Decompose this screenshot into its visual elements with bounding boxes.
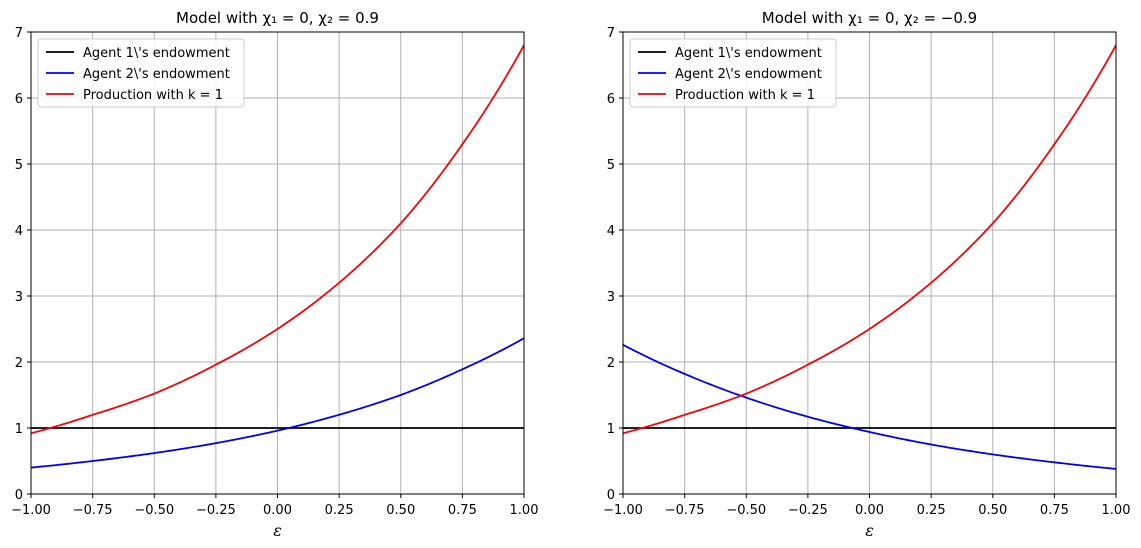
x-tick-label: 0.75 (1040, 503, 1069, 518)
y-tick-label: 3 (15, 290, 23, 305)
x-tick-label: 1.00 (1102, 503, 1131, 518)
x-tick-label: 0.00 (855, 503, 884, 518)
legend-label-1: Agent 1\'s endowment (83, 46, 230, 61)
x-tick-label: 0.50 (386, 503, 415, 518)
x-tick-label: 0.75 (448, 503, 477, 518)
legend-label-3: Production with k = 1 (83, 88, 223, 103)
y-tick-label: 7 (15, 26, 23, 41)
y-tick-label: 5 (15, 158, 23, 173)
x-tick-label: −0.25 (788, 503, 828, 518)
series-line-2 (31, 337, 524, 469)
x-tick-label: 0.00 (263, 503, 292, 518)
y-tick-label: 4 (15, 224, 23, 239)
series-group (31, 44, 524, 469)
x-tick-label: −0.75 (665, 503, 705, 518)
y-tick-label: 2 (15, 356, 23, 371)
x-tick-label: −1.00 (11, 503, 51, 518)
y-tick-label: 6 (607, 92, 615, 107)
y-tick-label: 2 (607, 356, 615, 371)
x-tick-label: 1.00 (510, 503, 539, 518)
y-tick-label: 0 (15, 488, 23, 503)
x-tick-label: 0.25 (325, 503, 354, 518)
x-tick-label: 0.25 (917, 503, 946, 518)
x-tick-label: −0.50 (134, 503, 174, 518)
y-tick-label: 1 (607, 422, 615, 437)
y-tick-label: 3 (607, 290, 615, 305)
x-tick-label: 0.50 (978, 503, 1007, 518)
x-tick-label: −0.50 (726, 503, 766, 518)
series-line-3 (31, 44, 524, 435)
x-axis-label: ε (865, 521, 874, 540)
y-tick-label: 5 (607, 158, 615, 173)
chart-panel-1: −1.00 −0.75 −0.50 −0.25 0.00 0.25 0.50 0.75 1.00… (11, 9, 538, 540)
chart-title: Model with χ₁ = 0, χ₂ = −0.9 (762, 9, 977, 27)
chart-panel-2: −1.00 −0.75 −0.50 −0.25 0.00 0.25 0.50 0.75 1.00… (603, 9, 1130, 540)
legend-label-2: Agent 2\'s endowment (675, 67, 822, 82)
series-line-3 (623, 44, 1116, 435)
series-group (623, 44, 1116, 470)
series-line-2 (623, 344, 1116, 470)
y-tick-label: 1 (15, 422, 23, 437)
y-tick-label: 7 (607, 26, 615, 41)
legend-label-2: Agent 2\'s endowment (83, 67, 230, 82)
legend-label-1: Agent 1\'s endowment (675, 46, 822, 61)
chart-panels: −1.00 −0.75 −0.50 −0.25 0.00 0.25 0.50 0.75 1.00… (11, 9, 1130, 540)
legend-label-3: Production with k = 1 (675, 88, 815, 103)
chart-title: Model with χ₁ = 0, χ₂ = 0.9 (176, 9, 379, 27)
y-tick-label: 0 (607, 488, 615, 503)
x-axis-label: ε (273, 521, 282, 540)
x-tick-label: −1.00 (603, 503, 643, 518)
x-tick-label: −0.75 (73, 503, 113, 518)
legend-box (37, 38, 245, 108)
y-tick-label: 6 (15, 92, 23, 107)
legend-box (629, 38, 837, 108)
y-tick-label: 4 (607, 224, 615, 239)
x-tick-label: −0.25 (196, 503, 236, 518)
